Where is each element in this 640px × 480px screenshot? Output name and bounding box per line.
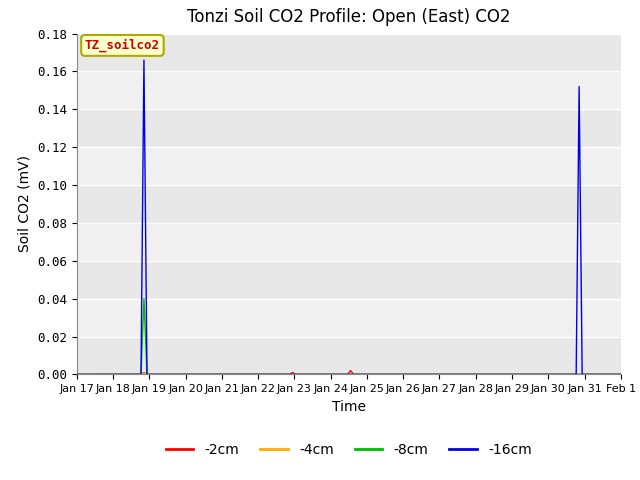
-2cm [399, 372, 407, 377]
-8cm [617, 372, 625, 377]
Title: Tonzi Soil CO2 Profile: Open (East) CO2: Tonzi Soil CO2 Profile: Open (East) CO2 [187, 9, 511, 26]
Bar [77, 72, 621, 109]
-16cm [73, 372, 81, 377]
-4cm [172, 372, 180, 377]
-2cm [172, 372, 179, 377]
-8cm [172, 372, 180, 377]
-4cm [399, 372, 407, 377]
Line: -4cm: -4cm [77, 373, 621, 374]
X-axis label: Time: Time [332, 400, 366, 414]
Y-axis label: Soil CO2 (mV): Soil CO2 (mV) [17, 156, 31, 252]
-16cm [281, 372, 289, 377]
-4cm [73, 372, 81, 377]
-2cm [520, 372, 528, 377]
-4cm [617, 372, 625, 377]
-2cm [347, 368, 355, 373]
Bar [77, 147, 621, 185]
Bar [77, 336, 621, 374]
Bar [77, 34, 621, 72]
Legend: -2cm, -4cm, -8cm, -16cm: -2cm, -4cm, -8cm, -16cm [160, 438, 538, 463]
-8cm [73, 372, 81, 377]
Line: -16cm: -16cm [77, 60, 621, 374]
Bar [77, 261, 621, 299]
-8cm [399, 372, 407, 377]
-2cm [479, 372, 486, 377]
-2cm [281, 372, 289, 377]
Line: -2cm: -2cm [77, 371, 621, 374]
-8cm [520, 372, 528, 377]
-4cm [479, 372, 486, 377]
-4cm [427, 372, 435, 377]
-8cm [427, 372, 435, 377]
-8cm [281, 372, 289, 377]
-8cm [140, 296, 148, 301]
-4cm [140, 370, 148, 376]
-16cm [617, 372, 625, 377]
-2cm [73, 372, 81, 377]
-16cm [479, 372, 486, 377]
-16cm [140, 57, 148, 63]
Bar [77, 299, 621, 336]
Bar [77, 223, 621, 261]
-16cm [427, 372, 435, 377]
Line: -8cm: -8cm [77, 299, 621, 374]
-2cm [427, 372, 435, 377]
-16cm [520, 372, 528, 377]
Bar [77, 109, 621, 147]
Text: TZ_soilco2: TZ_soilco2 [85, 39, 160, 52]
-16cm [172, 372, 180, 377]
-2cm [617, 372, 625, 377]
-4cm [281, 372, 289, 377]
-16cm [399, 372, 407, 377]
-8cm [479, 372, 486, 377]
Bar [77, 185, 621, 223]
-4cm [520, 372, 528, 377]
